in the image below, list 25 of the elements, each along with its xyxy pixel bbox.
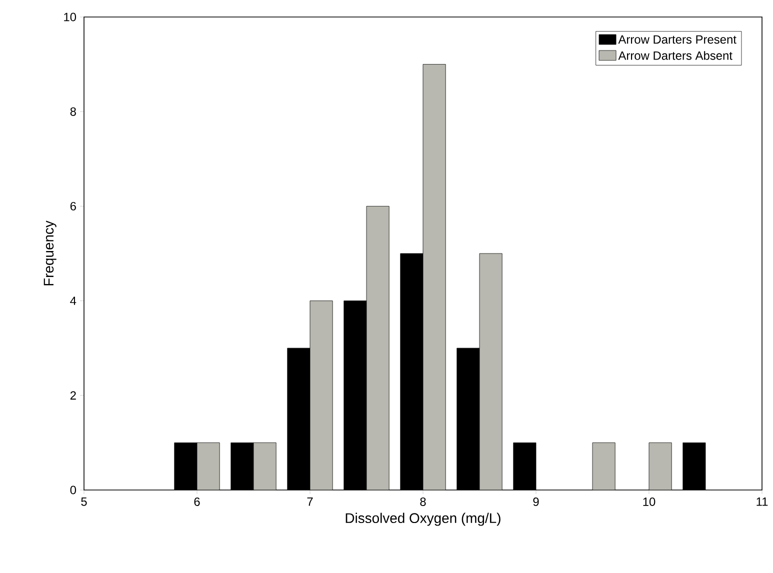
bar [592, 442, 616, 490]
bar [479, 253, 502, 490]
x-tick-label: 10 [643, 498, 656, 506]
bar [366, 206, 390, 490]
y-tick-label: 0 [70, 486, 76, 494]
legend-label: Arrow Darters Present [618, 35, 736, 44]
y-tick-label: 4 [70, 296, 76, 305]
x-tick-label: 11 [756, 498, 768, 506]
y-tick-label: 2 [70, 391, 76, 400]
x-tick-label: 7 [307, 498, 313, 506]
x-tick-label: 5 [81, 498, 87, 506]
x-tick-label: 8 [420, 498, 426, 506]
bar [422, 64, 446, 490]
bar [310, 300, 333, 490]
bar [648, 442, 672, 490]
bar [196, 442, 220, 490]
y-tick-label: 8 [70, 107, 76, 116]
legend-label: Arrow Darters Absent [618, 51, 732, 60]
x-tick-label: 9 [533, 498, 539, 506]
y-tick-label: 6 [70, 202, 76, 210]
bar [253, 442, 276, 490]
y-tick-label: 10 [64, 12, 76, 22]
x-axis-title: Dissolved Oxygen (mg/L) [346, 512, 500, 526]
y-axis-title: Frequency [44, 220, 56, 286]
x-tick-label: 6 [194, 498, 200, 506]
